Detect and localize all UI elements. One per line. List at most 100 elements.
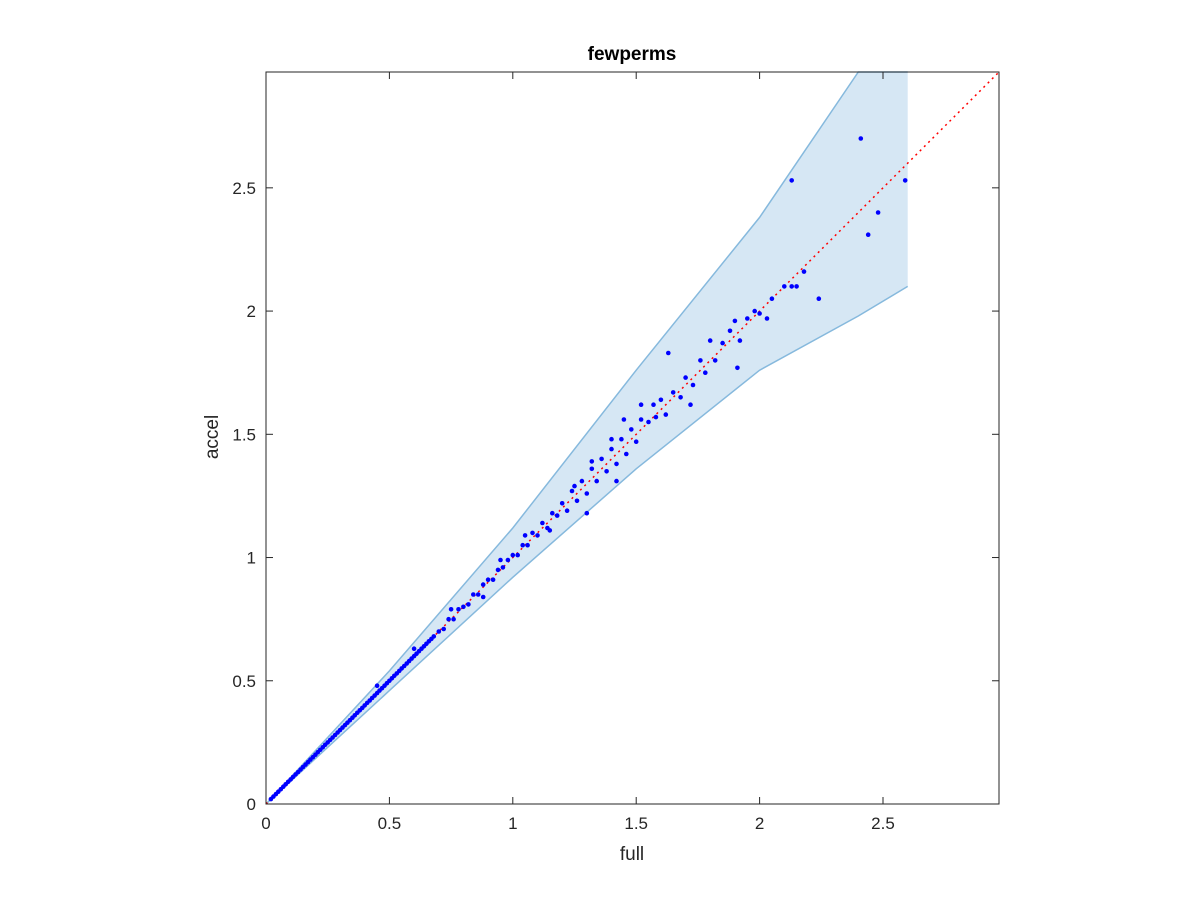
data-point (646, 419, 651, 425)
x-tick-label: 0.5 (378, 814, 402, 833)
x-tick-label: 0 (261, 814, 270, 833)
data-point (670, 390, 676, 395)
data-point (752, 308, 757, 314)
data-point (579, 478, 585, 484)
y-tick-label: 1.5 (232, 425, 256, 444)
data-point (550, 510, 555, 516)
plot-frame (265, 71, 1000, 805)
y-axis-label: accel (202, 415, 223, 459)
data-point (431, 634, 437, 639)
data-point (745, 316, 750, 321)
data-point (594, 478, 599, 484)
data-point (466, 602, 471, 607)
data-point (653, 414, 659, 420)
data-point (471, 592, 476, 597)
data-point (525, 542, 530, 548)
data-point (794, 284, 799, 289)
data-point (584, 491, 590, 496)
data-point (515, 552, 520, 558)
y-tick-label: 2 (247, 302, 256, 321)
data-point (520, 542, 525, 548)
data-point (436, 629, 442, 634)
data-point (735, 365, 740, 371)
data-point (737, 338, 743, 343)
x-tick-label: 1 (508, 814, 517, 833)
y-tick-label: 1 (247, 549, 256, 568)
data-point (609, 436, 614, 442)
data-point (801, 269, 807, 274)
axes (265, 71, 1000, 805)
data-point (624, 451, 629, 457)
x-tick-label: 2 (755, 814, 764, 833)
data-point (522, 533, 528, 538)
data-point (703, 370, 708, 376)
data-point (727, 328, 733, 334)
data-point (564, 508, 570, 513)
x-tick-label: 2.5 (871, 814, 895, 833)
chart-title: fewperms (588, 44, 677, 65)
data-points (268, 136, 908, 802)
data-point (902, 178, 908, 183)
data-point (683, 375, 688, 380)
data-point (764, 316, 770, 321)
data-point (698, 358, 703, 363)
data-point (446, 616, 451, 622)
data-point (569, 488, 575, 494)
data-point (374, 683, 380, 688)
data-point (490, 577, 496, 582)
data-point (690, 382, 696, 388)
y-tick-label: 0 (247, 795, 256, 814)
data-point (485, 577, 491, 582)
band-fill (266, 72, 908, 804)
data-point (633, 439, 639, 445)
data-point (461, 604, 466, 610)
ticks: 0 0.5 1 1.5 2 2.5 0 0.5 1 1.5 2 2.5 (232, 72, 999, 833)
data-point (875, 210, 881, 215)
data-point (500, 565, 506, 570)
data-point (589, 459, 595, 464)
data-point (638, 402, 644, 408)
data-point (559, 501, 565, 506)
data-point (678, 395, 683, 400)
data-point (540, 520, 545, 526)
data-point (574, 498, 580, 504)
data-point (732, 318, 738, 324)
data-point (865, 232, 871, 237)
data-point (789, 178, 794, 183)
data-point (658, 397, 664, 403)
data-point (638, 417, 644, 422)
data-point (535, 533, 540, 538)
data-point (480, 582, 486, 587)
data-point (441, 626, 447, 632)
data-point (589, 466, 595, 472)
data-point (530, 530, 535, 536)
data-point (599, 456, 604, 462)
data-point (614, 478, 619, 484)
data-point (789, 284, 794, 289)
data-point (495, 567, 501, 573)
data-point (621, 417, 627, 422)
data-point (604, 469, 609, 474)
data-point (498, 557, 503, 563)
data-point (456, 607, 461, 612)
data-point (782, 284, 787, 289)
identity-reference-line (265, 71, 1000, 805)
data-point (619, 436, 624, 442)
data-point (510, 552, 516, 558)
data-point (629, 427, 634, 432)
data-point (707, 338, 713, 343)
data-point (609, 446, 614, 452)
data-point (480, 594, 486, 600)
data-point (816, 296, 822, 302)
band-lower-edge (265, 285, 909, 805)
reference-line (265, 71, 1000, 805)
data-point (720, 340, 725, 346)
data-point (411, 646, 417, 651)
data-point (554, 513, 560, 518)
data-point (547, 528, 553, 533)
data-point (712, 358, 718, 363)
data-point (584, 510, 590, 516)
data-point (451, 616, 456, 622)
data-point (572, 483, 577, 489)
